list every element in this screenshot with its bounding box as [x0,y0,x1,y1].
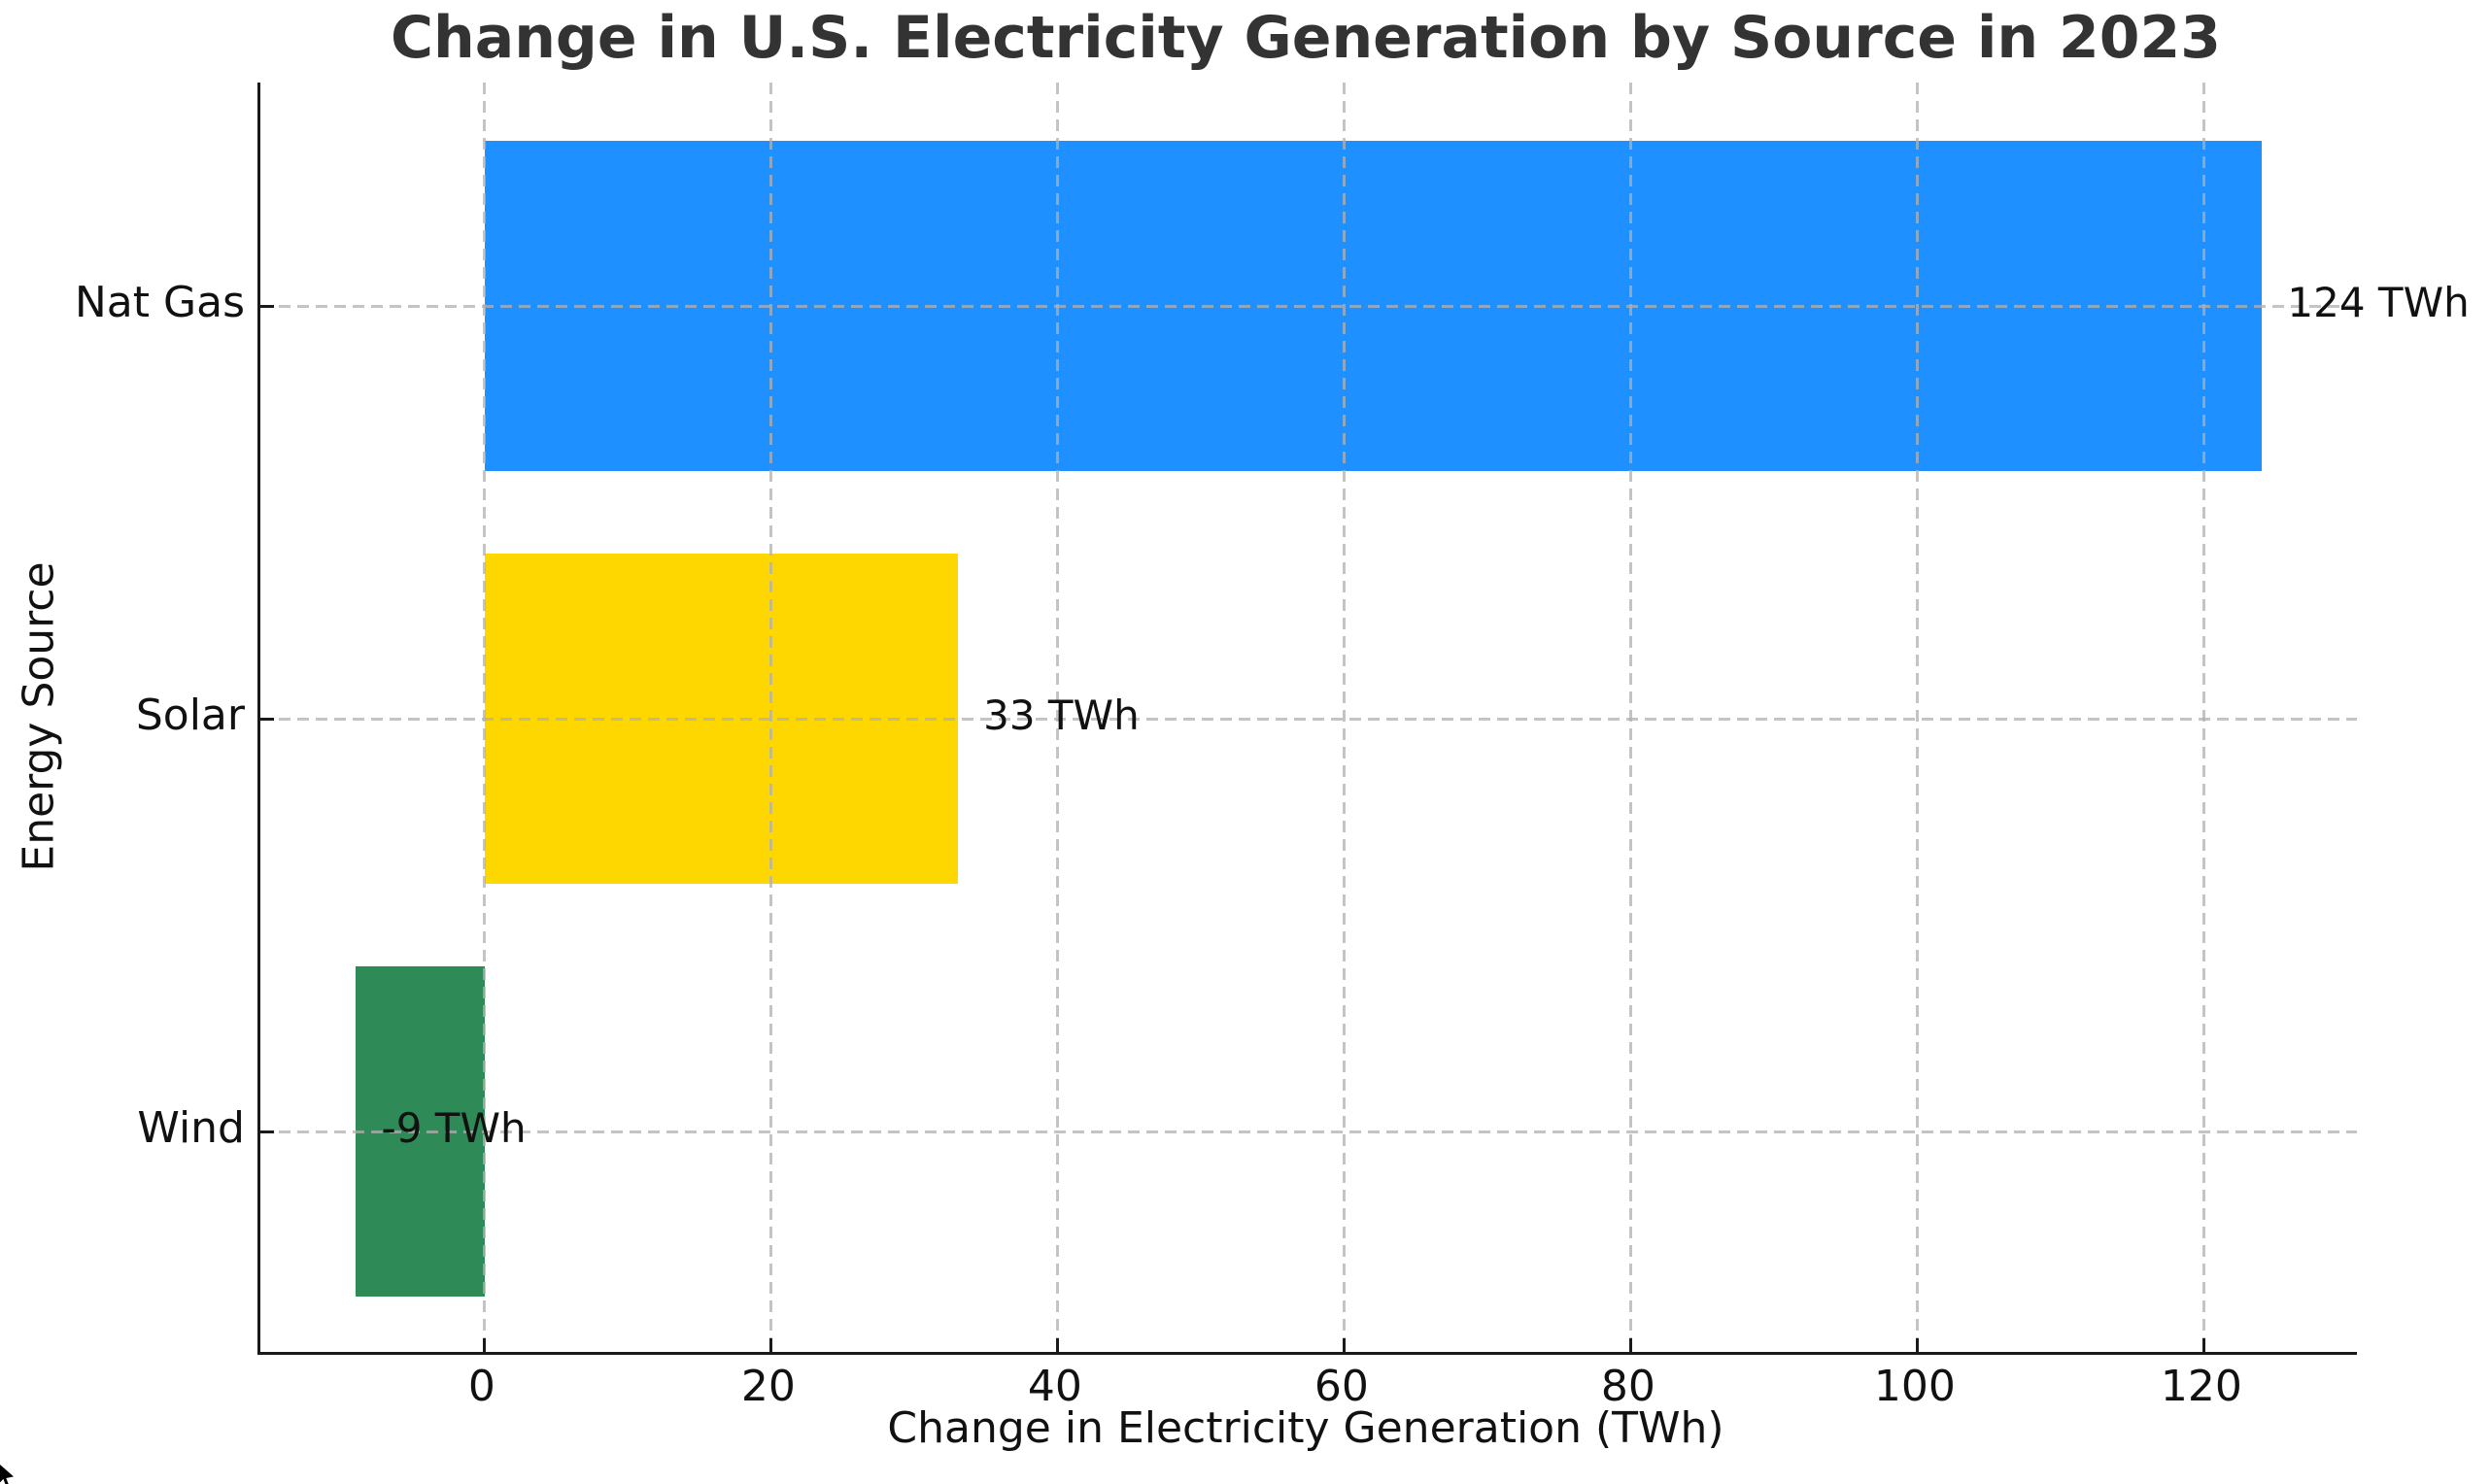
gridline-vertical [1056,83,1060,1352]
chart-title: Change in U.S. Electricity Generation by… [390,4,2222,72]
gridline-vertical [1916,83,1920,1352]
gridline-vertical [1343,83,1347,1352]
x-axis-label: Change in Electricity Generation (TWh) [887,1403,1724,1453]
bar-value-label-nat-gas: 124 TWh [2287,279,2470,326]
y-tick-mark [260,717,274,721]
gridline-horizontal [260,717,2357,721]
y-tick-label-wind: Wind [137,1103,245,1153]
gridline-vertical [483,83,487,1352]
x-tick-label-20: 20 [740,1362,796,1411]
gridline-vertical [2202,83,2206,1352]
x-tick-mark [1056,1338,1060,1352]
x-tick-mark [1629,1338,1633,1352]
bar-value-label-wind: -9 TWh [381,1104,527,1152]
y-tick-mark [260,1130,274,1133]
x-tick-label-80: 80 [1600,1362,1655,1411]
x-tick-mark [483,1338,487,1352]
x-tick-mark [1343,1338,1347,1352]
x-tick-mark [2202,1338,2206,1352]
gridline-vertical [1629,83,1633,1352]
y-tick-label-solar: Solar [135,691,245,740]
x-tick-mark [769,1338,773,1352]
y-tick-mark [260,304,274,308]
plot-area [257,83,2357,1355]
mouse-cursor [0,1465,14,1484]
x-tick-label-100: 100 [1873,1362,1956,1411]
gridline-vertical [769,83,773,1352]
x-tick-mark [1916,1338,1920,1352]
y-tick-label-nat-gas: Nat Gas [74,278,245,327]
x-tick-label-40: 40 [1027,1362,1082,1411]
x-tick-label-0: 0 [467,1362,495,1411]
gridline-horizontal [260,1130,2357,1133]
gridline-horizontal [260,304,2357,308]
bar-value-label-solar: 33 TWh [983,691,1140,739]
x-tick-label-60: 60 [1314,1362,1369,1411]
x-tick-label-120: 120 [2160,1362,2242,1411]
